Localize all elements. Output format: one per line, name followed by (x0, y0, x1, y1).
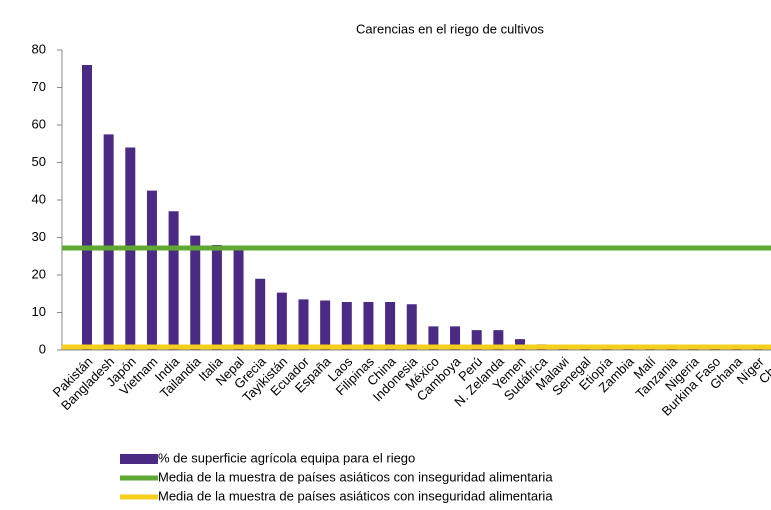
bar (255, 278, 266, 350)
y-tick-label: 50 (32, 154, 46, 169)
y-tick-label: 70 (32, 79, 46, 94)
bar (320, 300, 331, 350)
bar (82, 65, 92, 350)
bar (103, 134, 114, 350)
bar (190, 235, 201, 350)
bar (753, 349, 764, 350)
y-tick-label: 20 (32, 266, 46, 281)
bar (341, 302, 352, 350)
y-tick-label: 10 (32, 304, 46, 319)
chart-title: Carencias en el riego de cultivos (356, 21, 544, 36)
bar (168, 211, 179, 350)
bar (385, 302, 396, 350)
bar (493, 330, 504, 350)
bar (298, 299, 309, 350)
bar (211, 245, 222, 350)
legend-label: % de superficie agrícola equipa para el … (158, 450, 415, 465)
bar (406, 304, 417, 350)
bar (428, 326, 439, 350)
legend-label: Media de la muestra de países asiáticos … (158, 488, 553, 503)
y-tick-label: 60 (32, 116, 46, 131)
bar (233, 248, 244, 350)
y-tick-label: 30 (32, 229, 46, 244)
legend-swatch (120, 454, 158, 464)
bar (450, 326, 461, 350)
bar (276, 292, 287, 350)
legend-label: Media de la muestra de países asiáticos … (158, 469, 553, 484)
y-tick-label: 80 (32, 41, 46, 56)
bar (146, 190, 157, 350)
y-tick-label: 0 (39, 341, 46, 356)
bar (363, 302, 374, 350)
bar (471, 330, 482, 350)
y-tick-label: 40 (32, 191, 46, 206)
